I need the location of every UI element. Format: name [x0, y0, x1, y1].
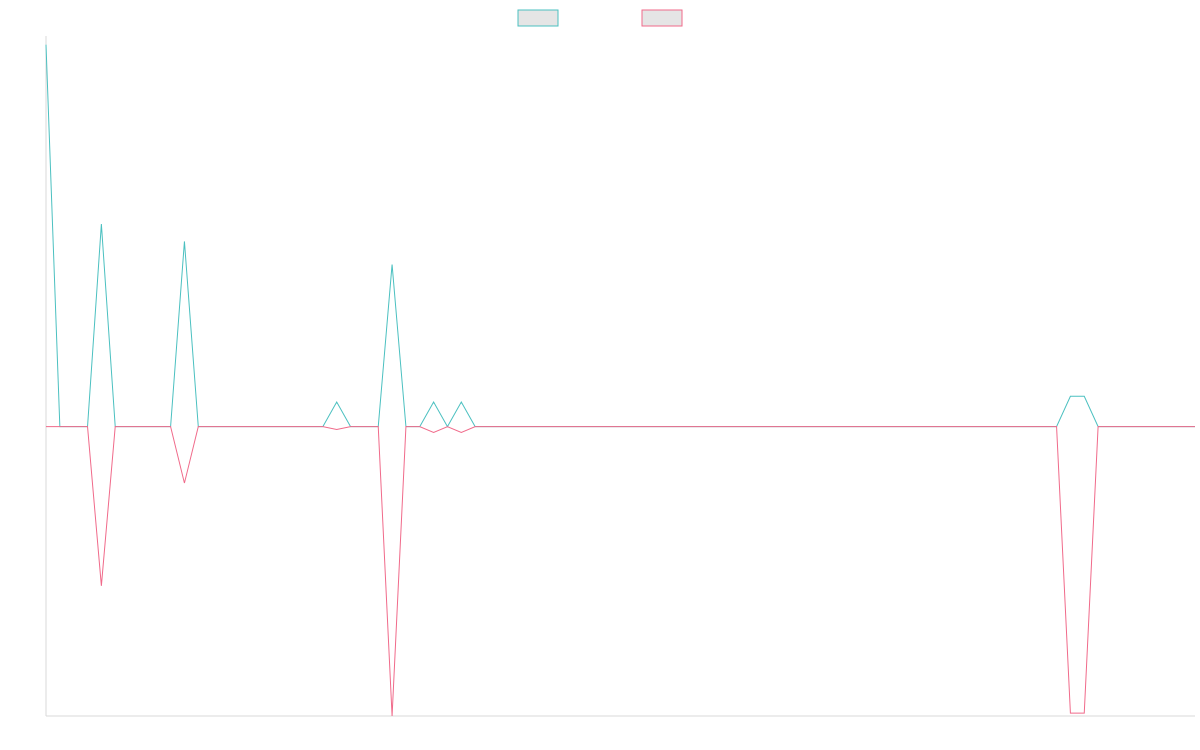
series-2-line [46, 426, 1195, 717]
legend-swatch-series-2[interactable] [641, 9, 683, 27]
legend-swatch-series-1[interactable] [517, 9, 559, 27]
legend [517, 9, 683, 27]
series-1-line [45, 44, 1195, 428]
series-layer [45, 44, 1195, 717]
